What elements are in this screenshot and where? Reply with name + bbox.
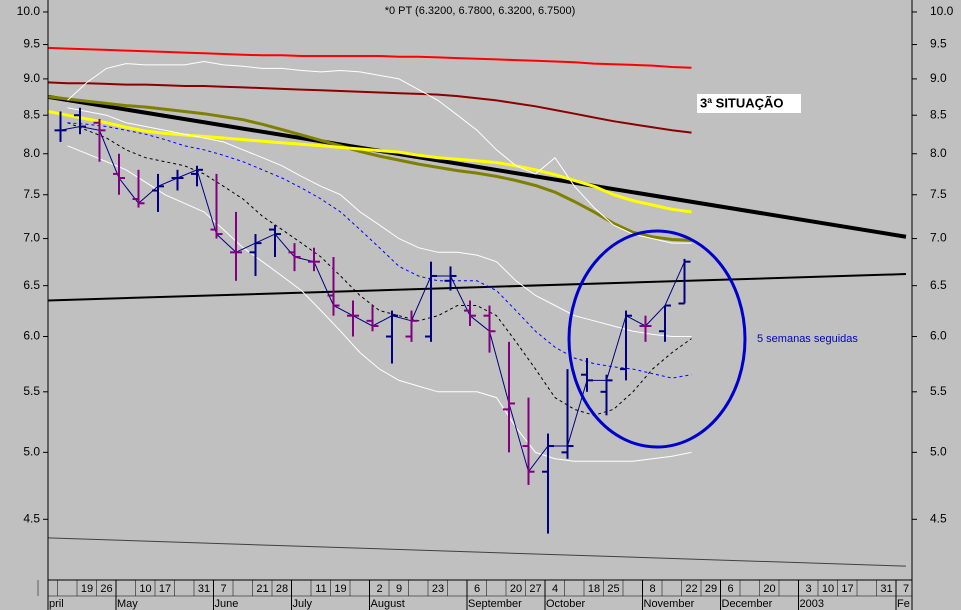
x-tick-label: 19 [334,583,346,595]
month-label: June [215,598,239,610]
x-tick-label: 22 [685,583,697,595]
month-label: 2003 [800,598,824,610]
month-label: November [644,598,695,610]
trendline [48,273,907,302]
y-tick-label: 6.0 [23,329,40,343]
x-tick-label: 27 [529,583,541,595]
x-tick-label: 19 [81,583,93,595]
x-tick-label: 10 [822,583,834,595]
y2-tick-label: 4.5 [930,511,947,525]
y2-tick-label: 8.5 [930,107,947,121]
y2-tick-label: 9.0 [930,71,947,85]
x-tick-label: 6 [727,583,733,595]
x-tick-label: 20 [510,583,522,595]
indicator-line [67,60,692,244]
y-tick-label: 9.0 [23,71,40,85]
x-tick-label: 6 [474,583,480,595]
trendline [48,537,907,567]
month-label: July [293,598,313,610]
month-label: May [117,598,138,610]
annotation: 3ª SITUAÇÃO [700,95,784,110]
x-tick-label: 3 [805,583,811,595]
x-tick-label: 23 [432,583,444,595]
month-label: Fe [897,598,910,610]
plot-area [48,46,907,567]
y-tick-label: 8.0 [23,146,40,160]
y2-tick-label: 5.0 [930,445,947,459]
trendline [48,94,907,239]
month-label: September [468,598,522,610]
x-tick-label: 20 [763,583,775,595]
indicator-line [67,122,692,416]
indicator-line [48,110,692,214]
y2-tick-label: 6.0 [930,329,947,343]
y-tick-label: 5.0 [23,445,40,459]
month-label: pril [49,598,64,610]
x-tick-label: 28 [276,583,288,595]
y2-tick-label: 7.5 [930,187,947,201]
chart-title: *0 PT (6.3200, 6.7800, 6.3200, 6.7500) [385,5,576,17]
y2-tick-label: 8.0 [930,146,947,160]
y2-tick-label: 9.5 [930,37,947,51]
indicator-line [48,81,692,134]
y2-tick-label: 7.0 [930,231,947,245]
y-tick-label: 8.5 [23,107,40,121]
y2-tick-label: 10.0 [930,4,954,18]
y-tick-label: 9.5 [23,37,40,51]
x-tick-label: 7 [220,583,226,595]
x-tick-label: 18 [588,583,600,595]
indicator-line [67,107,692,337]
x-tick-label: 10 [139,583,151,595]
y-tick-label: 6.5 [23,278,40,292]
x-tick-label: 17 [159,583,171,595]
indicator-line [48,46,692,69]
month-label: October [546,598,585,610]
x-tick-label: 31 [880,583,892,595]
x-tick-label: 21 [256,583,268,595]
y-tick-label: 4.5 [23,511,40,525]
x-tick-label: 2 [376,583,382,595]
indicator-line [67,145,692,462]
y2-tick-label: 5.5 [930,384,947,398]
indicator-line [48,95,692,242]
annotation-box [697,94,801,113]
x-tick-label: 17 [841,583,853,595]
x-tick-label: 26 [100,583,112,595]
x-tick-label: 29 [705,583,717,595]
x-tick-label: 11 [315,583,326,595]
y-tick-label: 7.0 [23,231,40,245]
x-tick-label: 25 [607,583,619,595]
month-label: December [722,598,773,610]
highlight-ellipse [567,229,747,449]
month-label: August [371,598,405,610]
x-tick-label: 8 [649,583,655,595]
y2-tick-label: 6.5 [930,278,947,292]
y-tick-label: 10.0 [17,4,41,18]
y-tick-label: 7.5 [23,187,40,201]
x-tick-label: 9 [396,583,402,595]
x-tick-label: 4 [552,583,558,595]
x-tick-label: 7 [903,583,909,595]
y-tick-label: 5.5 [23,384,40,398]
annotation: 5 semanas seguidas [757,333,858,345]
x-tick-label: 31 [198,583,210,595]
